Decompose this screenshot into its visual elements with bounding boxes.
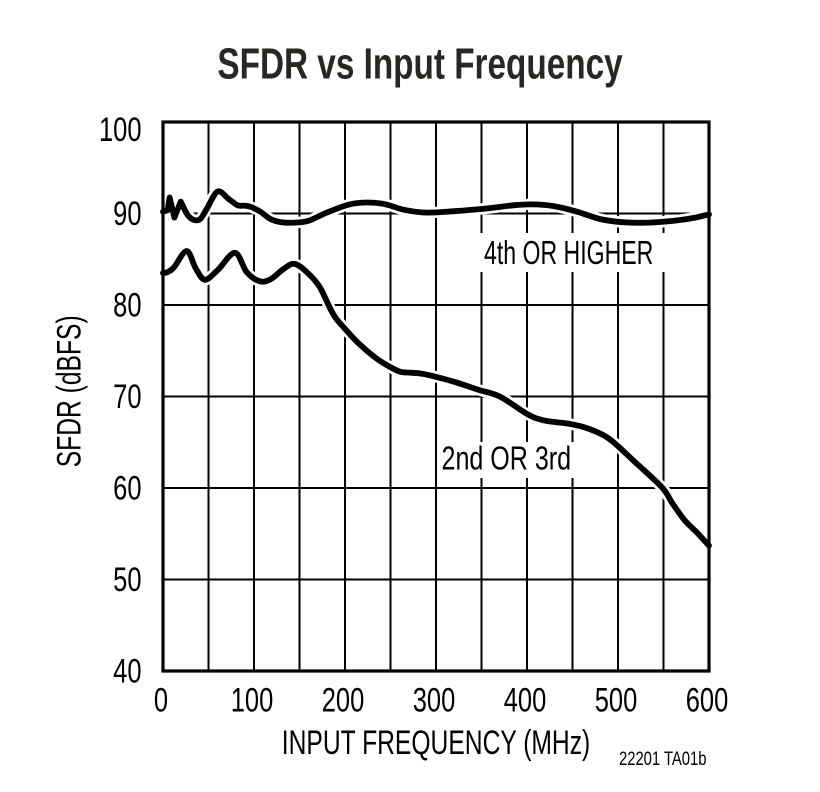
svg-text:100: 100 [99,112,142,149]
svg-text:50: 50 [113,562,141,599]
svg-text:100: 100 [231,682,274,719]
svg-text:600: 600 [686,682,729,719]
svg-text:80: 80 [113,287,141,324]
svg-text:200: 200 [322,682,365,719]
svg-text:2nd OR 3rd: 2nd OR 3rd [442,440,572,477]
svg-text:400: 400 [504,682,547,719]
svg-text:SFDR (dBFS): SFDR (dBFS) [51,315,89,467]
svg-text:90: 90 [113,196,141,233]
svg-text:SFDR vs Input Frequency: SFDR vs Input Frequency [217,40,622,88]
svg-text:300: 300 [413,682,456,719]
svg-text:INPUT FREQUENCY (MHz): INPUT FREQUENCY (MHz) [282,724,591,762]
svg-text:70: 70 [113,379,141,416]
svg-text:60: 60 [113,470,141,507]
svg-text:500: 500 [595,682,638,719]
svg-text:4th OR HIGHER: 4th OR HIGHER [484,235,653,272]
svg-text:0: 0 [154,682,168,719]
svg-text:22201 TA01b: 22201 TA01b [619,748,707,769]
svg-text:40: 40 [113,653,141,690]
